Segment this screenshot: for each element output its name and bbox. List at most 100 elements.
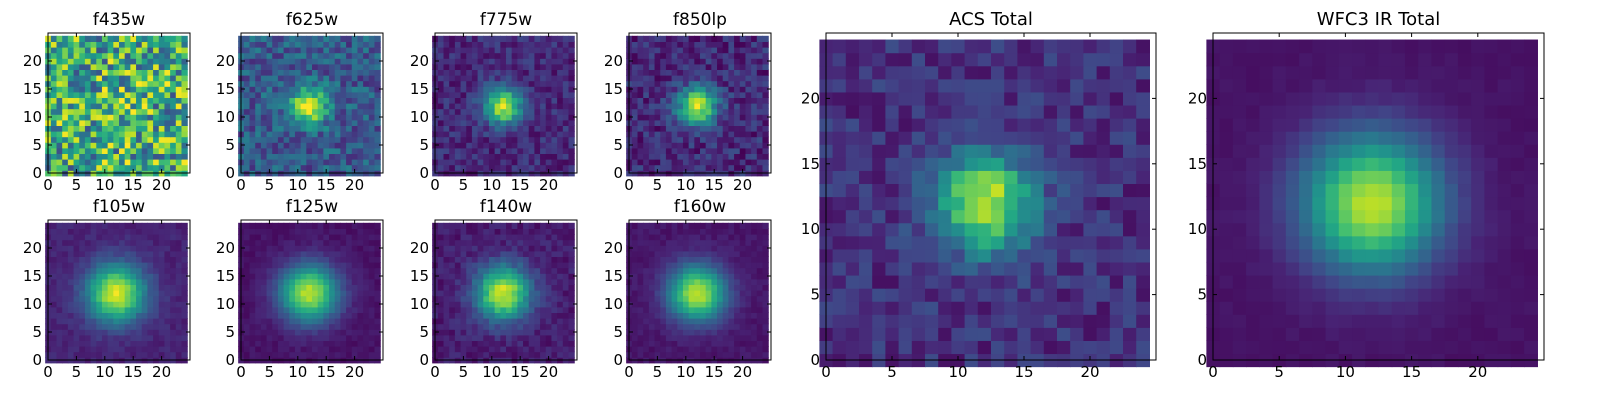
- heatmap-cell: [141, 273, 148, 280]
- heatmap-cell: [113, 47, 120, 54]
- heatmap-cell: [751, 329, 758, 336]
- heatmap-cell: [551, 47, 558, 54]
- heatmap-cell: [511, 256, 518, 263]
- heatmap-cell: [56, 301, 63, 308]
- heatmap-cell: [705, 69, 712, 76]
- heatmap-cell: [113, 80, 120, 87]
- heatmap-cell: [306, 323, 313, 330]
- heatmap-cell: [517, 329, 524, 336]
- heatmap-cell: [700, 340, 707, 347]
- heatmap-cell: [500, 250, 507, 257]
- heatmap-cell: [728, 142, 735, 149]
- heatmap-cell: [540, 318, 547, 325]
- heatmap-cell: [334, 222, 341, 229]
- heatmap-cell: [460, 52, 467, 59]
- heatmap-cell: [471, 131, 479, 138]
- heatmap-cell: [73, 131, 80, 138]
- heatmap-cell: [300, 273, 307, 280]
- heatmap-cell: [181, 58, 188, 65]
- heatmap-cell: [170, 329, 177, 336]
- heatmap-cell: [443, 80, 450, 87]
- heatmap-cell: [654, 86, 661, 93]
- heatmap-cell: [90, 103, 97, 110]
- heatmap-cell: [751, 108, 758, 115]
- heatmap-cell: [654, 91, 661, 98]
- heatmap-cell: [96, 131, 103, 138]
- heatmap-cell: [631, 136, 639, 143]
- heatmap-cell: [443, 346, 450, 353]
- heatmap-cell: [540, 278, 547, 285]
- heatmap-cell: [762, 97, 769, 104]
- heatmap-cell: [671, 329, 678, 336]
- heatmap-cell: [511, 262, 518, 269]
- heatmap-cell: [181, 234, 188, 241]
- heatmap-cell: [551, 318, 558, 325]
- heatmap-cell: [50, 262, 58, 269]
- heatmap-cell: [113, 97, 120, 104]
- heatmap-cell: [283, 63, 290, 70]
- heatmap-cell: [130, 250, 137, 257]
- heatmap-cell: [368, 103, 376, 110]
- heatmap-cell: [551, 295, 558, 302]
- heatmap-cell: [79, 86, 86, 93]
- heatmap-cell: [648, 97, 656, 104]
- heatmap-cell: [147, 278, 154, 285]
- heatmap-cell: [483, 334, 490, 341]
- heatmap-cell: [107, 278, 114, 285]
- heatmap-cell: [147, 131, 154, 138]
- heatmap-cell: [705, 334, 712, 341]
- heatmap-cell: [460, 125, 467, 132]
- heatmap-cell: [551, 351, 558, 358]
- heatmap-cell: [374, 250, 381, 257]
- heatmap-cell: [73, 222, 80, 229]
- heatmap-cell: [130, 278, 137, 285]
- heatmap-cell: [289, 125, 296, 132]
- heatmap-cell: [340, 164, 347, 171]
- heatmap-cell: [136, 125, 143, 132]
- heatmap-cell: [460, 250, 467, 257]
- heatmap-cell: [119, 273, 126, 280]
- heatmap-cell: [488, 164, 496, 171]
- heatmap-cell: [62, 284, 69, 291]
- heatmap-cell: [101, 153, 109, 160]
- heatmap-cell: [243, 250, 251, 257]
- heatmap-cell: [96, 69, 103, 76]
- heatmap-cell: [443, 69, 450, 76]
- heatmap-cell: [62, 119, 69, 126]
- heatmap-cell: [654, 35, 661, 42]
- heatmap-cell: [164, 119, 171, 126]
- heatmap-cell: [540, 119, 547, 126]
- heatmap-cell: [90, 47, 97, 54]
- heatmap-cell: [272, 250, 279, 257]
- heatmap-cell: [368, 306, 376, 313]
- heatmap-cell: [688, 318, 695, 325]
- heatmap-cell: [523, 97, 530, 104]
- y-tick-label: 20: [23, 52, 42, 70]
- heatmap-cell: [562, 346, 570, 353]
- heatmap-cell: [717, 63, 724, 70]
- heatmap-cell: [511, 69, 518, 76]
- heatmap-cell: [113, 91, 120, 98]
- heatmap-cell: [357, 234, 364, 241]
- heatmap-cell: [164, 35, 171, 42]
- heatmap-cell: [312, 267, 319, 274]
- heatmap-cell: [277, 284, 285, 291]
- heatmap-cell: [466, 108, 473, 115]
- heatmap-cell: [545, 262, 553, 269]
- heatmap-cell: [96, 119, 103, 126]
- heatmap-cell: [711, 306, 718, 313]
- heatmap-cell: [306, 256, 313, 263]
- heatmap-cell: [545, 239, 553, 246]
- heatmap-cell: [130, 228, 137, 235]
- heatmap-cell: [506, 97, 513, 104]
- heatmap-cell: [562, 153, 570, 160]
- heatmap-cell: [534, 340, 541, 347]
- heatmap-cell: [130, 108, 137, 115]
- heatmap-cell: [711, 114, 718, 121]
- heatmap-cell: [523, 278, 530, 285]
- heatmap-cell: [648, 164, 656, 171]
- heatmap-cell: [136, 346, 143, 353]
- heatmap-cell: [540, 312, 547, 319]
- heatmap-cell: [164, 97, 171, 104]
- heatmap-cell: [260, 256, 268, 263]
